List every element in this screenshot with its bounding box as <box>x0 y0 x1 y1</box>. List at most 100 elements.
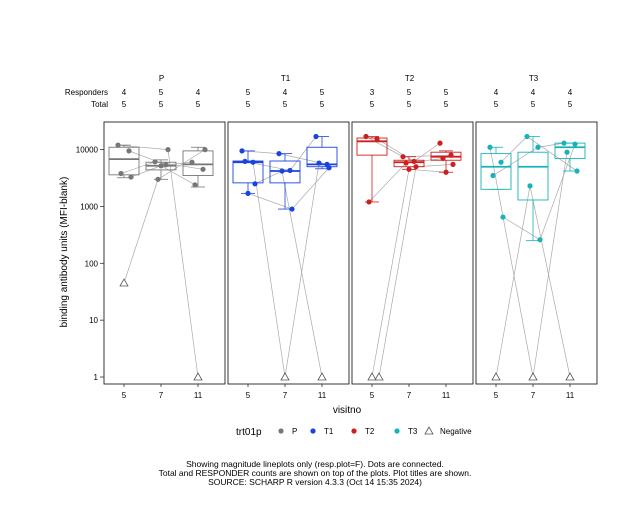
responder-count: 4 <box>494 88 499 97</box>
legend-item-label: T2 <box>365 427 375 436</box>
total-count: 5 <box>370 100 375 109</box>
total-count: 5 <box>444 100 449 109</box>
data-point <box>126 148 132 154</box>
data-point <box>158 163 164 169</box>
x-axis-title: visitno <box>333 405 362 416</box>
total-count: 5 <box>320 100 325 109</box>
responder-count: 3 <box>370 88 375 97</box>
x-tick-label: 11 <box>318 391 327 400</box>
data-point <box>313 133 319 140</box>
data-point <box>413 164 419 170</box>
y-tick-label: 10 <box>89 316 98 325</box>
data-point <box>490 172 496 179</box>
data-point <box>200 166 206 172</box>
responder-count: 4 <box>531 88 536 97</box>
negative-point <box>491 372 501 381</box>
data-point <box>250 159 256 165</box>
y-axis-title: binding antibody units (MFI-blank) <box>59 177 70 328</box>
chart-panels: P 4 5 4 5 5 5 5 7 11 T1 5 4 5 5 5 5 5 7 11 T2 3 5 5 5 5 5 5 7 11 T3 4 4 4… <box>103 74 598 400</box>
box <box>517 151 549 201</box>
data-point <box>289 206 295 212</box>
data-point <box>564 149 570 155</box>
x-tick-label: 11 <box>194 391 203 400</box>
data-point <box>128 174 134 180</box>
data-point <box>403 160 409 166</box>
data-point <box>450 161 456 167</box>
negative-point <box>367 372 377 381</box>
x-tick-label: 11 <box>566 391 575 400</box>
data-point <box>326 165 332 171</box>
legend-title: trt01p <box>236 427 262 438</box>
data-point <box>202 147 208 153</box>
data-point <box>572 141 578 147</box>
negative-point <box>193 372 203 381</box>
count-row-labels: Responders Total <box>65 88 108 109</box>
box <box>393 159 425 168</box>
legend-item-label: T1 <box>324 427 334 436</box>
total-count: 5 <box>283 100 288 109</box>
data-point <box>165 147 171 153</box>
data-point <box>155 176 161 182</box>
data-point <box>239 148 245 154</box>
negative-point <box>565 372 575 381</box>
x-tick-label: 5 <box>246 391 251 400</box>
x-tick-label: 7 <box>159 391 164 400</box>
legend: trt01p P T1 T2 T3 Negative <box>236 426 472 438</box>
box <box>306 146 338 168</box>
data-point <box>535 144 541 150</box>
legend-item-label: T3 <box>408 427 418 436</box>
data-point <box>115 142 121 148</box>
data-point <box>163 162 169 168</box>
box <box>108 146 140 176</box>
data-point <box>192 182 198 188</box>
data-point <box>374 136 380 142</box>
data-point <box>527 183 533 189</box>
data-point <box>242 158 248 165</box>
data-point <box>437 140 443 146</box>
data-point <box>561 140 567 146</box>
data-point <box>366 199 372 205</box>
total-count: 5 <box>196 100 201 109</box>
footnote-line-1: Showing magnitude lineplots only (resp.p… <box>186 459 444 469</box>
data-point <box>443 169 449 175</box>
data-point <box>118 170 124 177</box>
responder-count: 5 <box>320 88 325 97</box>
legend-dot-icon <box>310 428 316 434</box>
data-point <box>279 168 285 174</box>
negative-point <box>317 372 327 381</box>
y-tick-label: 1000 <box>80 202 98 211</box>
box <box>269 160 301 184</box>
panel-t1: T1 5 4 5 5 5 5 5 7 11 <box>227 74 350 400</box>
footnote-line-3: SOURCE: SCHARP R version 4.3.3 (Oct 14 1… <box>208 477 422 487</box>
legend-item-label: Negative <box>440 427 472 436</box>
responder-count: 5 <box>246 88 251 97</box>
panel-frame <box>475 121 598 385</box>
data-point <box>316 160 322 166</box>
data-point <box>252 181 258 187</box>
data-point <box>400 154 406 160</box>
responder-count: 4 <box>568 88 573 97</box>
panel-t3: T3 4 4 4 5 5 5 5 7 11 <box>475 74 598 400</box>
y-tick-label: 100 <box>85 259 99 268</box>
negative-point <box>280 372 290 381</box>
panel-frame <box>103 121 226 385</box>
data-point <box>276 151 282 157</box>
y-axis: 1 10 100 1000 10000 <box>76 146 104 382</box>
data-point <box>440 155 446 162</box>
data-point <box>487 144 493 150</box>
total-count: 5 <box>568 100 573 109</box>
responder-count: 4 <box>283 88 288 97</box>
total-count: 5 <box>246 100 251 109</box>
total-count: 5 <box>531 100 536 109</box>
x-tick-label: 5 <box>370 391 375 400</box>
x-tick-label: 5 <box>494 391 499 400</box>
legend-negative-icon <box>424 426 434 435</box>
box <box>182 150 214 176</box>
negative-point <box>374 372 384 381</box>
panel-t2: T2 3 5 5 5 5 5 5 7 11 <box>351 74 474 400</box>
data-point <box>448 152 454 158</box>
legend-dot-icon <box>351 428 357 434</box>
responder-count: 5 <box>444 88 449 97</box>
x-tick-label: 7 <box>283 391 288 400</box>
